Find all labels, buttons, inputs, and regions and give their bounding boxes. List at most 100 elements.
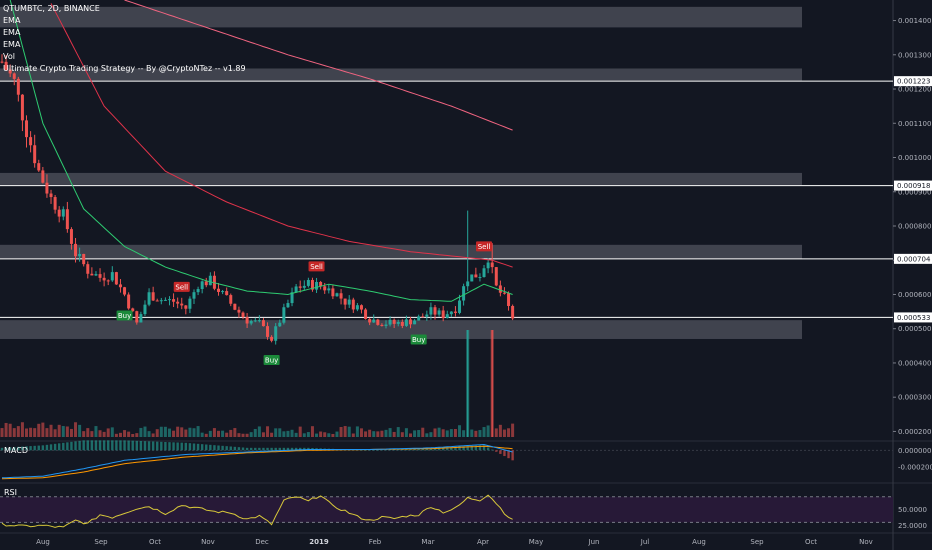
volume-bar	[49, 424, 53, 437]
y-tick-label: 0.001300	[898, 51, 931, 59]
macd-histogram-bar	[127, 440, 130, 451]
legend-ema-1[interactable]: EMA	[3, 16, 21, 25]
candle-body	[49, 193, 53, 198]
candle-body	[184, 305, 188, 309]
volume-bar	[20, 422, 24, 437]
volume-bar	[25, 428, 29, 437]
macd-histogram-bar	[13, 447, 16, 451]
candle-body	[188, 298, 192, 309]
candle-body	[498, 285, 502, 293]
volume-bar	[290, 429, 294, 437]
signal-label: Buy	[265, 356, 278, 364]
candle-body	[323, 286, 327, 291]
candle-body	[37, 163, 41, 171]
macd-histogram-bar	[262, 447, 265, 451]
candle-body	[167, 299, 171, 301]
macd-histogram-bar	[53, 443, 57, 451]
candle-body	[335, 293, 339, 297]
legend-volume[interactable]: Vol	[3, 52, 15, 61]
volume-bar	[331, 433, 335, 437]
signals: Buy Sell Buy Sell Buy Sell	[116, 241, 493, 365]
candle-body	[421, 316, 425, 318]
candle-body	[127, 294, 131, 309]
buy-signal: Buy	[410, 334, 427, 345]
axes: 0.001400 0.001300 0.001200 0.001100 0.001000…	[36, 17, 932, 546]
macd-title[interactable]: MACD	[4, 446, 28, 455]
volume-bar	[233, 428, 237, 437]
macd-histogram-bar	[168, 442, 171, 451]
macd-histogram-bar	[229, 446, 232, 451]
volume-bar	[433, 428, 437, 437]
x-tick-label: 2019	[309, 538, 329, 546]
volume-bar	[253, 428, 257, 437]
volume-bar	[139, 427, 143, 437]
macd-histogram-bar	[131, 440, 134, 451]
legend-symbol[interactable]: QTUMBTC, 2D, BINANCE	[3, 4, 100, 13]
volume-bar	[400, 432, 404, 437]
candle-body	[384, 324, 388, 326]
macd-histogram-bar	[37, 445, 40, 451]
volume-bar	[4, 422, 8, 437]
macd-histogram-bar	[82, 440, 85, 451]
macd-histogram-bar	[8, 447, 12, 451]
y-tick-label: 0.000300	[898, 394, 931, 402]
volume-bar	[45, 428, 49, 437]
x-tick-label: Sep	[750, 538, 764, 546]
macd-histogram-bar	[237, 447, 241, 451]
candle-body	[359, 305, 363, 310]
price-line-label-bg	[894, 312, 932, 323]
candle-body	[376, 319, 380, 325]
volume-bar	[511, 423, 515, 437]
candle-body	[278, 322, 282, 327]
candle-body	[249, 320, 253, 324]
macd-histogram-bar	[441, 447, 445, 451]
macd-histogram-bar	[4, 447, 8, 451]
candle-body	[57, 209, 61, 217]
macd-histogram-bar	[282, 447, 286, 451]
sell-signal: Sell	[476, 241, 493, 252]
volume-bar	[372, 431, 376, 437]
candle-body	[400, 321, 404, 326]
volume-bar	[29, 427, 33, 437]
signal-badge	[173, 281, 190, 292]
candle-body	[339, 293, 343, 299]
y-tick-label: 0.000500	[898, 325, 931, 333]
macd-histogram-bar	[57, 443, 61, 451]
rsi-band	[0, 496, 893, 523]
macd-histogram-bar	[372, 450, 375, 451]
y-tick-label: 0.000800	[898, 222, 931, 230]
macd-histogram-bar	[491, 449, 494, 451]
candle-body	[196, 289, 200, 293]
macd-histogram-bar	[29, 446, 32, 451]
sr-zone	[0, 172, 802, 185]
legend-ema-3[interactable]: EMA	[3, 40, 21, 49]
candle-body	[8, 69, 12, 74]
candle-body	[143, 304, 147, 315]
volume-bar	[470, 429, 474, 437]
macd-histogram-bar	[401, 449, 404, 451]
candle-body	[94, 274, 98, 276]
macd-histogram-bar	[49, 444, 53, 451]
macd-histogram-bar	[143, 441, 147, 451]
macd-histogram-bar	[86, 440, 89, 451]
volume-bar	[180, 427, 184, 437]
signal-badge	[410, 334, 427, 345]
volume-bar	[127, 431, 131, 437]
legend-strategy[interactable]: Ultimate Crypto Trading Strategy -- By @…	[3, 64, 246, 73]
legend-ema-2[interactable]: EMA	[3, 28, 21, 37]
candle-body	[176, 301, 180, 304]
volume-bar	[8, 423, 12, 437]
candle-body	[229, 295, 233, 304]
volume-bar	[417, 430, 421, 437]
macd-histogram-bar	[258, 447, 261, 451]
macd-histogram-bar	[233, 446, 237, 451]
volume-bar	[315, 433, 319, 437]
x-tick-label: May	[529, 538, 543, 546]
volume-bar	[57, 424, 61, 437]
x-tick-label: Dec	[255, 538, 269, 546]
candle-body	[123, 287, 127, 295]
volume-bar	[376, 431, 380, 437]
macd-histogram-bar	[225, 446, 228, 451]
rsi-title[interactable]: RSI	[4, 488, 17, 497]
